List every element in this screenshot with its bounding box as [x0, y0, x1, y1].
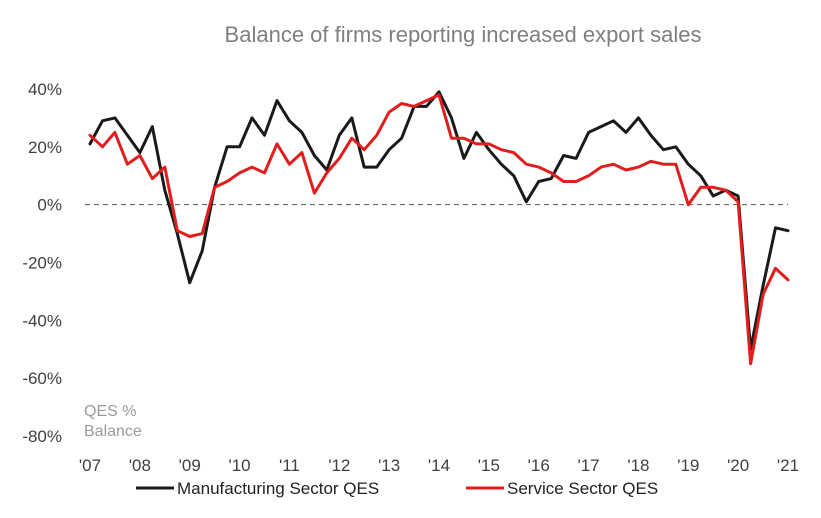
legend: Manufacturing Sector QES Service Sector …: [136, 479, 658, 498]
x-axis-tick-labels: '07 '08 '09 '10 '11 '12 '13 '14 '15 '16 '17 '18 '19 '…: [79, 456, 799, 475]
annotation-line-1: QES %: [84, 403, 136, 420]
x-tick-label: '08: [129, 456, 151, 475]
x-tick-label: '09: [179, 456, 201, 475]
annotation-line-2: Balance: [84, 423, 142, 440]
x-tick-label: '21: [777, 456, 799, 475]
x-tick-label: '15: [478, 456, 500, 475]
series-layer: [88, 90, 790, 366]
y-tick-label: -80%: [22, 427, 62, 446]
x-tick-label: '17: [577, 456, 599, 475]
x-tick-label: '16: [528, 456, 550, 475]
x-tick-label: '12: [328, 456, 350, 475]
x-tick-label: '13: [378, 456, 400, 475]
y-tick-label: 20%: [28, 138, 62, 157]
x-tick-label: '11: [279, 456, 300, 475]
y-tick-label: 40%: [28, 80, 62, 99]
y-tick-label: 0%: [37, 196, 62, 215]
manufacturing-series-line: [88, 90, 790, 351]
x-tick-label: '20: [727, 456, 749, 475]
legend-label-manufacturing: Manufacturing Sector QES: [177, 479, 379, 498]
service-series-line: [88, 93, 790, 366]
y-axis-tick-labels: 40% 20% 0% -20% -40% -60% -80%: [22, 80, 62, 446]
qes-balance-annotation: QES % Balance: [84, 403, 142, 440]
y-tick-label: -20%: [22, 254, 62, 273]
x-tick-label: '07: [79, 456, 101, 475]
x-tick-label: '18: [627, 456, 649, 475]
y-tick-label: -40%: [22, 311, 62, 330]
x-tick-label: '14: [428, 456, 450, 475]
chart-title: Balance of firms reporting increased exp…: [225, 22, 702, 47]
legend-label-service: Service Sector QES: [507, 479, 658, 498]
y-tick-label: -60%: [22, 369, 62, 388]
x-tick-label: '19: [677, 456, 699, 475]
x-tick-label: '10: [228, 456, 250, 475]
